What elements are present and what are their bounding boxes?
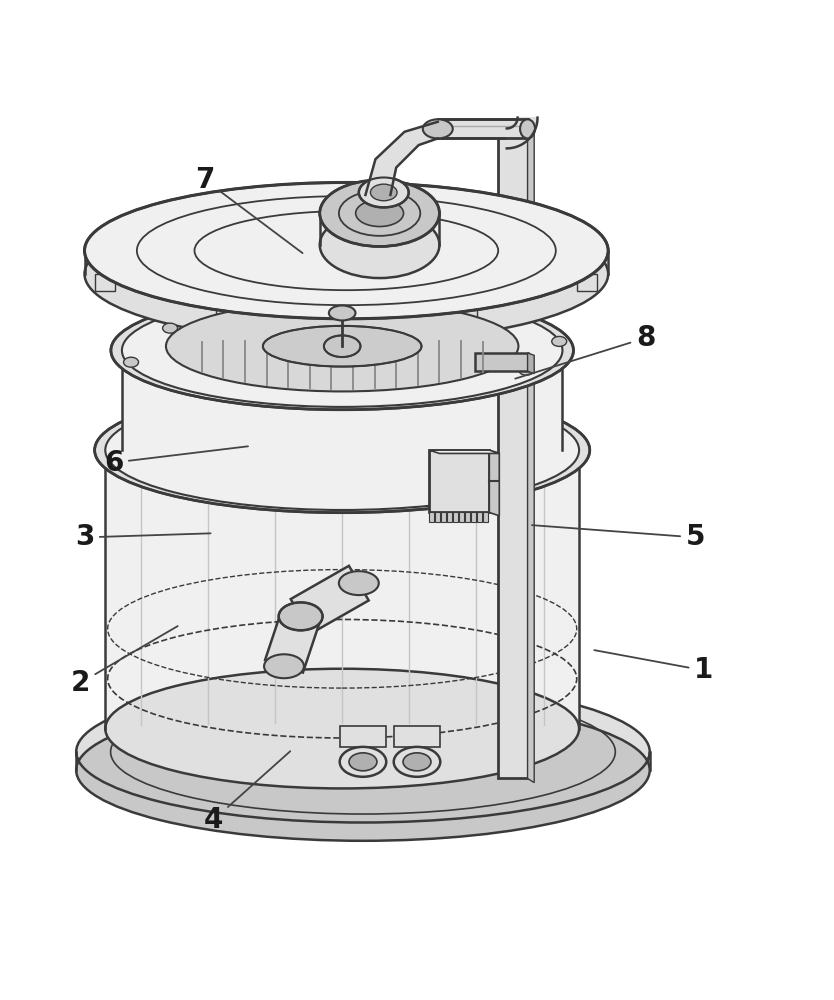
Ellipse shape: [423, 119, 453, 138]
Bar: [465, 512, 470, 522]
Bar: [475, 353, 528, 371]
Polygon shape: [438, 119, 528, 138]
Polygon shape: [430, 450, 500, 453]
Ellipse shape: [263, 326, 421, 367]
Ellipse shape: [349, 753, 377, 771]
Polygon shape: [265, 610, 319, 673]
Bar: [430, 512, 434, 522]
Text: 8: 8: [515, 324, 656, 379]
Text: 5: 5: [532, 523, 706, 551]
Ellipse shape: [324, 335, 360, 357]
Polygon shape: [394, 726, 440, 747]
Bar: [460, 512, 464, 522]
Ellipse shape: [279, 602, 323, 630]
Text: 4: 4: [203, 751, 290, 834]
Ellipse shape: [319, 180, 440, 246]
Polygon shape: [216, 303, 236, 320]
Ellipse shape: [403, 753, 431, 771]
Ellipse shape: [166, 301, 519, 391]
Ellipse shape: [329, 305, 355, 320]
Ellipse shape: [393, 312, 408, 322]
Polygon shape: [507, 118, 538, 148]
Ellipse shape: [76, 681, 650, 823]
Ellipse shape: [339, 747, 386, 777]
Bar: [447, 512, 452, 522]
Bar: [454, 512, 458, 522]
Ellipse shape: [552, 336, 566, 346]
Polygon shape: [339, 726, 386, 747]
Ellipse shape: [122, 294, 562, 407]
Ellipse shape: [123, 357, 138, 367]
Ellipse shape: [370, 184, 397, 201]
Ellipse shape: [315, 380, 330, 390]
Ellipse shape: [105, 390, 579, 510]
Text: 1: 1: [595, 650, 713, 684]
Polygon shape: [528, 130, 535, 783]
Bar: [435, 512, 440, 522]
Bar: [471, 512, 475, 522]
Bar: [477, 512, 481, 522]
Bar: [498, 130, 528, 778]
Polygon shape: [457, 303, 477, 320]
Text: 2: 2: [71, 626, 178, 697]
Ellipse shape: [264, 654, 304, 678]
Polygon shape: [105, 450, 579, 729]
Bar: [484, 512, 488, 522]
Text: 7: 7: [195, 166, 303, 253]
Polygon shape: [528, 353, 535, 374]
Polygon shape: [122, 350, 562, 450]
Text: 6: 6: [104, 446, 248, 477]
Ellipse shape: [163, 323, 178, 333]
Ellipse shape: [394, 747, 440, 777]
Polygon shape: [95, 274, 115, 291]
Ellipse shape: [94, 388, 590, 513]
Polygon shape: [457, 244, 477, 261]
Ellipse shape: [105, 669, 579, 788]
Ellipse shape: [84, 182, 608, 319]
Bar: [430, 450, 490, 512]
Bar: [441, 512, 445, 522]
Ellipse shape: [319, 212, 440, 278]
Ellipse shape: [519, 365, 534, 375]
Ellipse shape: [355, 200, 404, 227]
Ellipse shape: [84, 206, 608, 342]
Polygon shape: [216, 244, 236, 261]
Ellipse shape: [520, 119, 535, 138]
Text: 3: 3: [75, 523, 210, 551]
Ellipse shape: [76, 699, 650, 841]
Ellipse shape: [339, 571, 379, 595]
Polygon shape: [577, 274, 597, 291]
Polygon shape: [490, 450, 500, 516]
Ellipse shape: [359, 177, 409, 207]
Polygon shape: [291, 566, 369, 634]
Ellipse shape: [111, 291, 574, 410]
Polygon shape: [365, 122, 438, 195]
